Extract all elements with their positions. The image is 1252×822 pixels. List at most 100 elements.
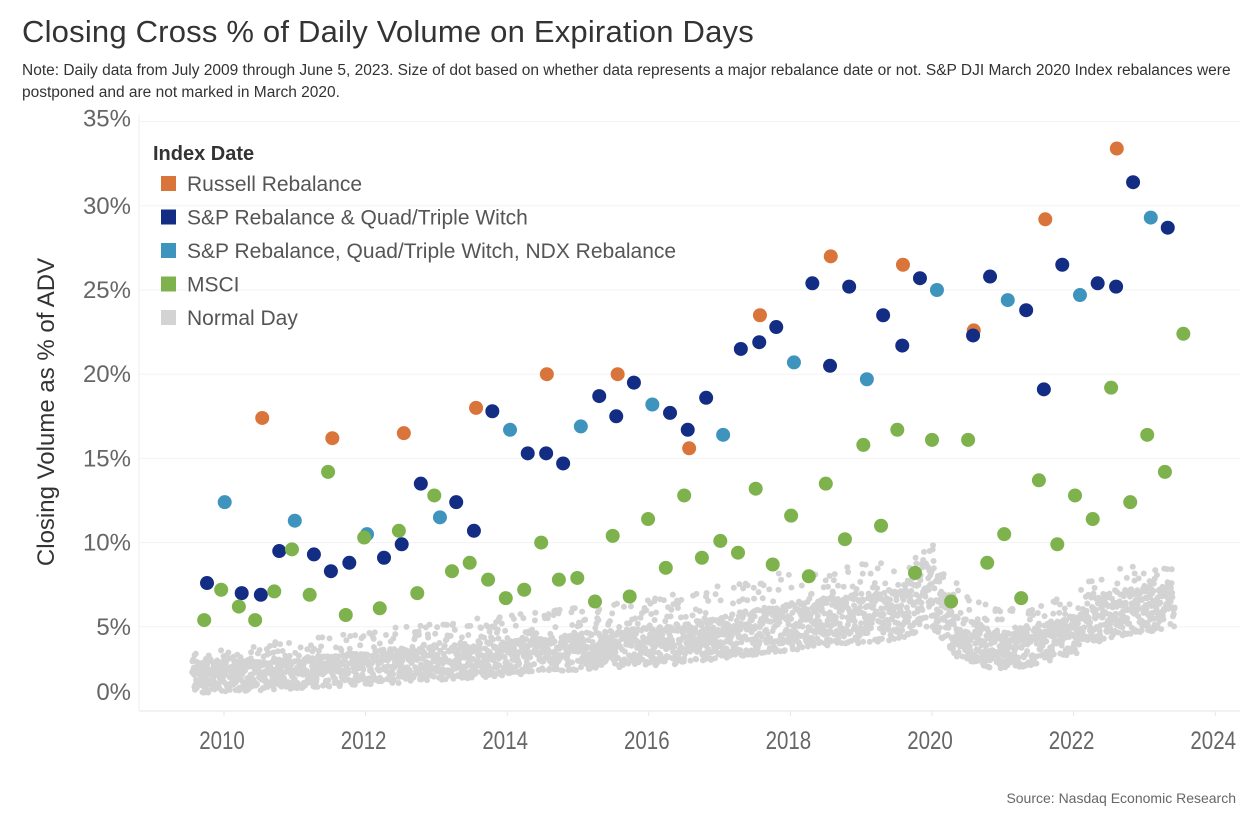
normal-day-point [1023, 630, 1030, 637]
normal-day-point [390, 671, 397, 678]
normal-day-point [546, 665, 553, 672]
data-point [394, 537, 409, 552]
normal-day-point [326, 683, 333, 690]
data-point [997, 527, 1012, 542]
normal-day-point [340, 631, 347, 638]
data-point [645, 397, 660, 412]
normal-day-point [620, 603, 627, 610]
normal-day-point [975, 599, 982, 606]
y-axis-ticks: 0% 5% 10% 15% 20% 25% 30% 35% [83, 106, 131, 706]
normal-day-point [799, 644, 806, 651]
normal-day-point [433, 644, 440, 651]
normal-day-point [379, 677, 386, 684]
normal-day-point [881, 589, 888, 596]
normal-day-point [484, 623, 491, 630]
normal-day-point [520, 615, 527, 622]
normal-day-point [742, 608, 749, 615]
normal-day-point [917, 577, 924, 584]
normal-day-point [1088, 578, 1095, 585]
normal-day-point [191, 671, 198, 678]
normal-day-point [739, 596, 746, 603]
normal-day-point [750, 584, 757, 591]
normal-day-point [789, 646, 796, 653]
normal-day-point [205, 689, 212, 696]
normal-day-point [982, 601, 989, 608]
y-tick-label: 20% [83, 361, 131, 388]
data-point [699, 390, 714, 405]
normal-day-point [332, 644, 339, 651]
normal-day-point [501, 654, 508, 661]
normal-day-point [925, 586, 932, 593]
data-point [592, 389, 607, 404]
data-point [1050, 537, 1065, 552]
data-point [1109, 141, 1124, 156]
normal-day-point [1124, 615, 1131, 622]
normal-day-point [948, 609, 955, 616]
normal-day-point [1138, 627, 1145, 634]
data-point [469, 400, 484, 415]
normal-day-point [937, 609, 944, 616]
data-point [895, 257, 910, 272]
normal-day-point [1024, 648, 1031, 655]
data-point [1123, 495, 1138, 510]
data-point [805, 276, 820, 291]
data-point [966, 328, 981, 343]
x-tick-label: 2024 [1190, 726, 1236, 754]
normal-day-point [338, 647, 345, 654]
normal-day-point [996, 650, 1003, 657]
normal-day-point [669, 591, 676, 598]
normal-day-point [559, 667, 566, 674]
normal-day-point [476, 646, 483, 653]
normal-day-point [652, 595, 659, 602]
normal-day-point [627, 603, 634, 610]
normal-day-point [420, 641, 427, 648]
normal-day-point [696, 608, 703, 615]
data-point [556, 456, 571, 471]
normal-day-point [1026, 616, 1033, 623]
normal-day-point [674, 605, 681, 612]
normal-day-point [799, 623, 806, 630]
normal-day-point [373, 652, 380, 659]
normal-day-point [730, 584, 737, 591]
normal-day-point [351, 681, 358, 688]
normal-day-point [313, 675, 320, 682]
legend-swatch [161, 310, 176, 325]
data-point [823, 249, 838, 264]
normal-day-point [606, 618, 613, 625]
normal-day-point [434, 624, 441, 631]
normal-day-point [954, 615, 961, 622]
data-point [396, 426, 411, 441]
normal-day-point [751, 595, 758, 602]
normal-day-point [898, 602, 905, 609]
normal-day-point [304, 646, 311, 653]
data-point [658, 560, 673, 575]
data-point [1140, 427, 1155, 442]
normal-day-point [717, 597, 724, 604]
normal-day-point [1170, 611, 1177, 618]
data-point [713, 533, 728, 548]
data-point [302, 587, 317, 602]
normal-day-point [1062, 611, 1069, 618]
normal-day-point [776, 619, 783, 626]
normal-day-point [1013, 644, 1020, 651]
x-tick-label: 2012 [341, 726, 387, 754]
normal-day-point [662, 618, 669, 625]
normal-day-point [637, 614, 644, 621]
normal-day-point [569, 621, 576, 628]
data-point [570, 570, 585, 585]
normal-day-point [936, 624, 943, 631]
normal-day-point [568, 659, 575, 666]
data-point [1090, 276, 1105, 291]
data-point [539, 367, 554, 382]
normal-day-point [808, 590, 815, 597]
chart-title: Closing Cross % of Daily Volume on Expir… [22, 14, 754, 49]
data-point [357, 530, 372, 545]
normal-day-point [814, 612, 821, 619]
data-point [769, 320, 784, 335]
normal-day-point [839, 613, 846, 620]
normal-day-point [551, 638, 558, 645]
data-point [410, 586, 425, 601]
normal-day-point [829, 590, 836, 597]
normal-day-point [233, 678, 240, 685]
normal-day-point [728, 639, 735, 646]
